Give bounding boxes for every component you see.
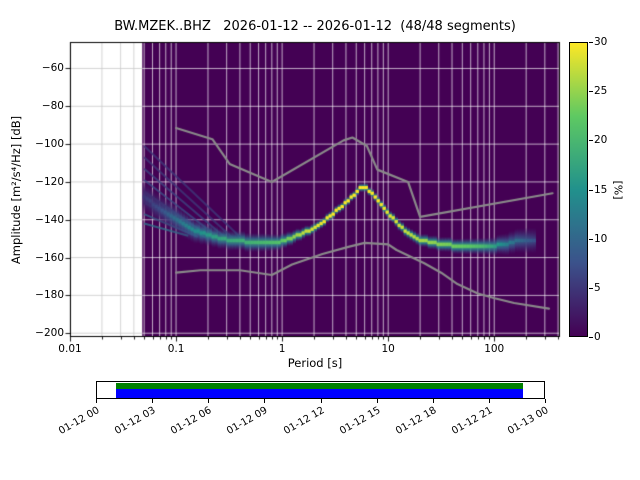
y-tick-label: −180	[35, 289, 64, 302]
timeline-tick-mark	[545, 399, 546, 403]
plot-title: BW.MZEK..BHZ 2026-01-12 -- 2026-01-12 (4…	[114, 19, 516, 34]
timeline-coverage-bar	[115, 389, 523, 398]
colorbar	[569, 42, 588, 337]
x-tick-label: 1	[278, 343, 286, 355]
y-axis-label: Amplitude [m²/s⁴/Hz] [dB]	[9, 115, 23, 265]
y-tick-label: −200	[35, 327, 64, 340]
timeline-tick-mark	[208, 399, 210, 403]
colorbar-tick-label: 0	[594, 331, 601, 343]
colorbar-tick-label: 20	[594, 134, 608, 147]
timeline-tick-mark	[320, 399, 322, 403]
y-tick-label: −100	[35, 138, 64, 151]
colorbar-tick-mark	[589, 337, 593, 338]
timeline-tick-mark	[376, 399, 378, 403]
colorbar-label: [%]	[611, 180, 625, 200]
colorbar-tick-label: 15	[594, 183, 608, 196]
colorbar-tick-label: 10	[594, 232, 608, 245]
y-tick-label: −160	[35, 251, 64, 264]
colorbar-tick-mark	[589, 91, 593, 93]
timeline-coverage-top-bar	[115, 383, 523, 389]
y-tick-label: −60	[41, 62, 64, 75]
x-tick-label: 100	[484, 343, 505, 355]
y-tick-label: −140	[35, 213, 64, 226]
colorbar-tick-mark	[589, 287, 593, 289]
timeline-tick-mark	[432, 399, 434, 403]
timeline-tick-mark	[488, 399, 490, 403]
timeline-tick-mark	[264, 399, 266, 403]
x-tick-label: 10	[381, 343, 395, 355]
colorbar-tick-mark	[589, 189, 593, 191]
colorbar-tick-label: 5	[594, 281, 601, 294]
colorbar-tick-mark	[589, 42, 593, 43]
colorbar-tick-label: 25	[594, 85, 608, 98]
x-axis-label: Period [s]	[287, 356, 343, 370]
y-tick-label: −120	[35, 175, 64, 188]
colorbar-tick-mark	[589, 238, 593, 240]
y-tick-label: −80	[41, 100, 64, 113]
x-tick-label: 0.01	[58, 343, 82, 355]
x-tick-label: 0.1	[167, 343, 185, 355]
colorbar-tick-mark	[589, 140, 593, 142]
timeline-tick-mark	[96, 399, 97, 403]
timeline-tick-mark	[152, 399, 154, 403]
timeline-box	[96, 381, 545, 399]
colorbar-tick-label: 30	[594, 36, 608, 48]
